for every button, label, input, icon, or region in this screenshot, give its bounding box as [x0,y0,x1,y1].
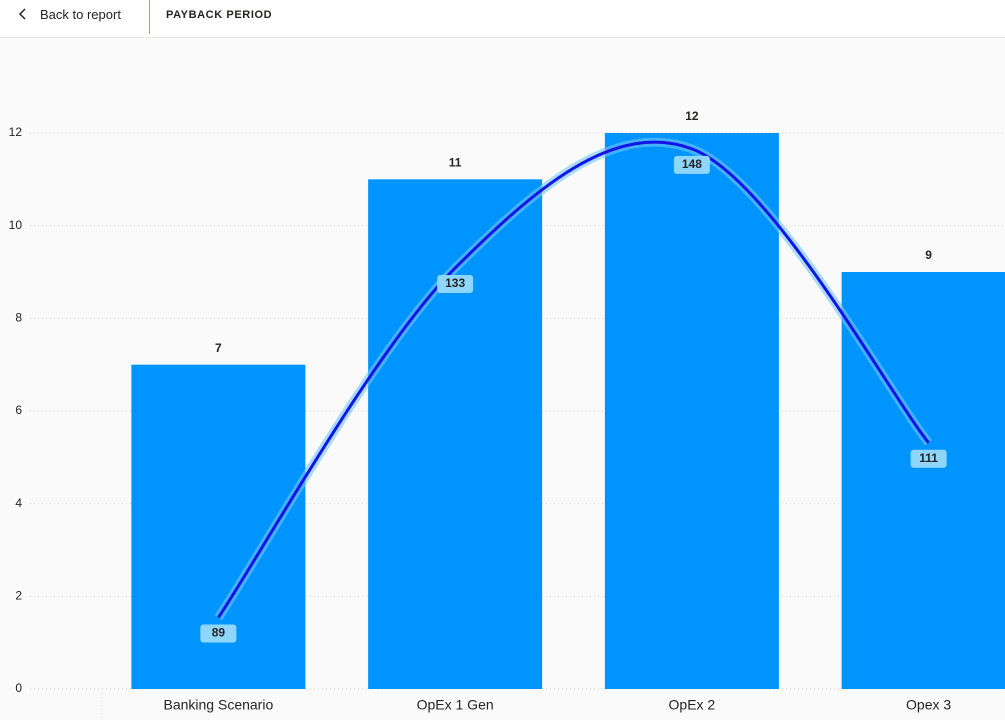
chart: 0 2 4 6 8 10 12 Banking Scenario OpEx 1 Gen OpEx … [9,109,1005,720]
x-tick-label: Opex 3 [906,697,951,713]
y-tick-label: 2 [15,589,22,603]
divider [149,0,150,34]
bar [368,179,543,690]
line-label-box [200,624,237,643]
line-label-box [437,275,474,294]
x-tick-label: Banking Scenario [164,697,274,713]
y-tick-label: 12 [9,125,23,139]
line-data-label: 89 [212,626,226,640]
line-data-label: 148 [682,157,702,171]
bar-data-label: 9 [925,248,932,262]
x-tick-label: OpEx 1 Gen [417,697,494,713]
line-data-label: 133 [445,276,465,290]
y-tick-label: 10 [9,218,23,232]
line-glow [214,137,933,621]
line-label-box [673,155,710,174]
back-button[interactable]: Back to report [18,7,121,22]
line [217,140,930,619]
y-tick-label: 6 [15,403,22,417]
bar-data-label: 7 [215,341,222,355]
bar-data-label: 11 [449,156,462,170]
line-data-label: 111 [919,451,938,465]
x-tick-label: OpEx 2 [669,697,716,713]
bar [841,272,1005,689]
bar [604,133,779,689]
header: Back to report PAYBACK PERIOD [0,0,1005,38]
page-title: PAYBACK PERIOD [166,9,273,21]
line-label-box [910,449,947,468]
y-tick-label: 4 [15,496,22,510]
chevron-icon [18,8,26,20]
y-tick-label: 8 [15,311,22,325]
y-tick-label: 0 [15,681,22,695]
bar-data-label: 12 [685,109,699,123]
back-label: Back to report [40,7,121,22]
